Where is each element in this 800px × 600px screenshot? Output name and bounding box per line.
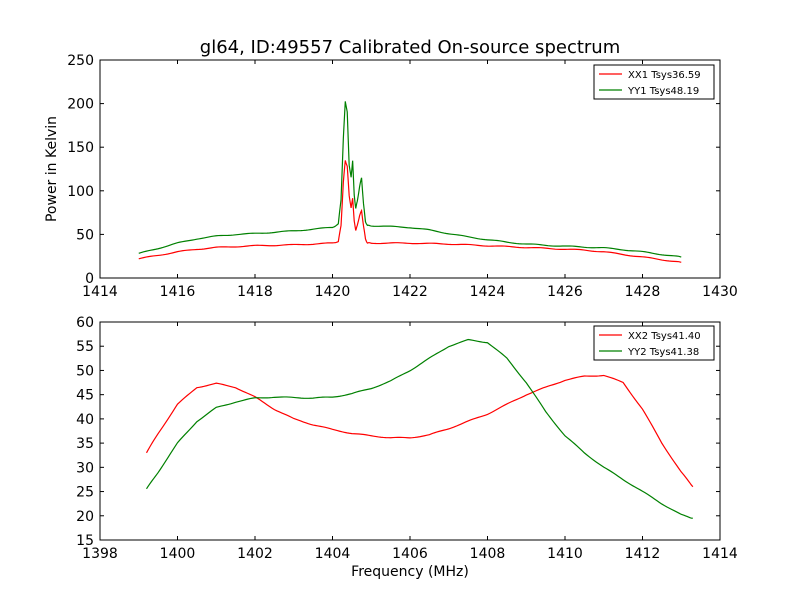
x-tick-label-2-7: 1410 (547, 546, 583, 562)
chart-panel-1: 1414 1416 1418 1420 1422 1424 1426 1428 1430 0 50 1… (44, 53, 738, 300)
x-tick-label-1-2: 1416 (160, 284, 196, 300)
y-tick-label-2-7: 45 (76, 388, 94, 404)
legend-1: XX1 Tsys36.59 YY1 Tsys48.19 (593, 64, 715, 100)
y-tick-label-2-6: 40 (76, 412, 94, 428)
x-tick-label-1-9: 1430 (702, 284, 738, 300)
y-tick-label-1-5: 200 (67, 97, 94, 113)
x-tick-label-1-4: 1420 (315, 284, 351, 300)
legend-box-1 (593, 64, 715, 100)
series-line-2-2 (145, 338, 693, 519)
legend-label-1-1: XX1 Tsys36.59 (628, 70, 701, 81)
y-tick-label-1-1: 0 (85, 271, 94, 287)
x-axis-label-2: Frequency (MHz) (351, 564, 469, 580)
legend-box-2 (593, 325, 715, 361)
x-tick-label-1-3: 1418 (237, 284, 273, 300)
x-tick-label-2-3: 1402 (237, 546, 273, 562)
x-tick-label-2-6: 1408 (470, 546, 506, 562)
y-tick-label-1-6: 250 (67, 53, 94, 69)
y-tick-label-2-3: 25 (76, 485, 94, 501)
x-tick-label-2-4: 1404 (315, 546, 351, 562)
chart-panel-2: 1398 1400 1402 1404 1406 1408 1410 1412 1414 15 20… (76, 315, 738, 580)
x-tick-label-1-5: 1422 (392, 284, 428, 300)
x-tick-label-1-6: 1424 (470, 284, 506, 300)
y-axis-label-1: Power in Kelvin (44, 116, 60, 222)
y-tick-label-2-9: 55 (76, 339, 94, 355)
series-line-1-2 (138, 101, 682, 258)
x-tick-label-2-1: 1398 (82, 546, 118, 562)
legend-label-2-2: YY2 Tsys41.38 (627, 347, 699, 358)
x-tick-label-2-5: 1406 (392, 546, 428, 562)
y-tick-label-1-4: 150 (67, 140, 94, 156)
y-tick-label-2-5: 35 (76, 436, 94, 452)
charts: 1414 1416 1418 1420 1422 1424 1426 1428 14300501… (44, 53, 738, 580)
legend-2: XX2 Tsys41.40 YY2 Tsys41.38 (593, 325, 715, 361)
x-tick-label-1-8: 1428 (625, 284, 661, 300)
y-tick-label-1-2: 50 (76, 227, 94, 243)
y-tick-label-1-3: 100 (67, 184, 94, 200)
x-tick-label-2-2: 1400 (160, 546, 196, 562)
x-tick-label-2-9: 1414 (702, 546, 738, 562)
series-line-1-1 (138, 160, 682, 263)
series-line-2-1 (145, 374, 694, 488)
y-tick-label-2-4: 30 (76, 460, 94, 476)
legend-label-1-2: YY1 Tsys48.19 (627, 86, 699, 97)
y-tick-label-2-8: 50 (76, 363, 94, 379)
y-tick-label-2-10: 60 (76, 315, 94, 331)
legend-label-2-1: XX2 Tsys41.40 (628, 331, 701, 342)
x-tick-label-1-1: 1414 (82, 284, 118, 300)
figure-title: gl64, ID:49557 Calibrated On-source spec… (200, 37, 620, 58)
y-tick-label-2-2: 20 (76, 509, 94, 525)
x-tick-label-2-8: 1412 (625, 546, 661, 562)
x-tick-label-1-7: 1426 (547, 284, 583, 300)
y-tick-label-2-1: 15 (76, 533, 94, 549)
